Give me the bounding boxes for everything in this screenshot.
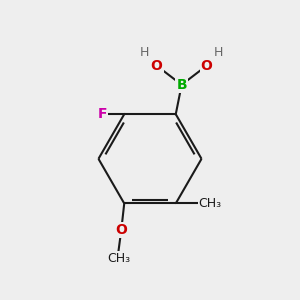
Text: CH₃: CH₃ [107, 252, 130, 265]
Text: O: O [116, 223, 127, 237]
Text: CH₃: CH₃ [199, 197, 222, 210]
Text: O: O [201, 58, 213, 73]
Text: O: O [151, 58, 163, 73]
Text: H: H [140, 46, 149, 59]
Text: H: H [214, 46, 223, 59]
Text: B: B [176, 78, 187, 92]
Text: F: F [98, 107, 107, 121]
